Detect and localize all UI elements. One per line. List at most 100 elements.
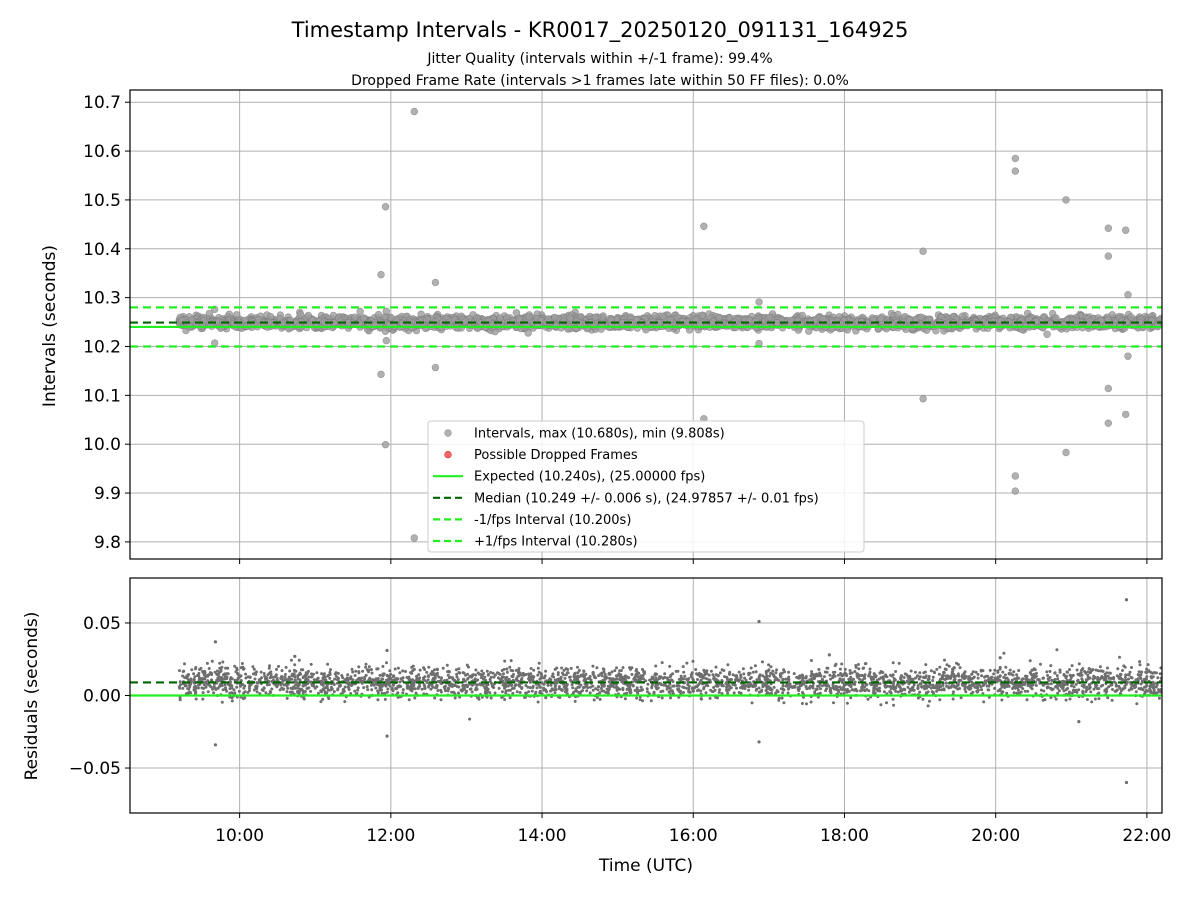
- residual-point: [660, 661, 664, 665]
- residual-point: [685, 661, 689, 665]
- residual-point: [676, 669, 680, 673]
- residual-point: [411, 678, 415, 682]
- residual-point: [513, 684, 517, 688]
- residual-point: [663, 683, 667, 687]
- residual-point: [984, 681, 988, 685]
- intervals-panel: 9.89.910.010.110.210.310.410.510.610.7In…: [83, 89, 1163, 564]
- residual-point: [248, 686, 251, 690]
- residual-point: [569, 678, 572, 682]
- residual-point: [235, 685, 239, 689]
- residual-point: [718, 688, 722, 692]
- residual-point: [1092, 687, 1096, 691]
- residual-point: [594, 687, 598, 691]
- residual-point: [1062, 673, 1066, 676]
- residual-point: [333, 677, 337, 681]
- residual-point: [860, 674, 864, 677]
- residual-point: [1101, 669, 1105, 673]
- residual-point: [1147, 669, 1151, 673]
- residual-point: [313, 686, 317, 690]
- residual-point: [731, 673, 735, 677]
- residual-point: [500, 696, 504, 699]
- residual-point: [1072, 685, 1076, 689]
- residual-point: [433, 696, 437, 700]
- interval-outlier-point: [382, 336, 390, 345]
- interval-point: [304, 311, 313, 320]
- chart-subtitle-dropped: Dropped Frame Rate (intervals >1 frames …: [351, 73, 849, 89]
- interval-outlier-point: [1043, 330, 1051, 338]
- residual-point: [320, 672, 324, 676]
- residual-point: [1017, 669, 1021, 672]
- residual-point: [1068, 697, 1072, 701]
- residual-point: [949, 674, 953, 678]
- residual-point: [1025, 674, 1029, 678]
- residual-point: [1006, 683, 1010, 687]
- y-tick-label: 9.8: [94, 533, 121, 553]
- residual-point: [218, 661, 222, 665]
- residual-point: [556, 673, 560, 677]
- residual-point: [425, 670, 429, 674]
- residual-point: [230, 691, 234, 695]
- residual-point: [917, 677, 921, 681]
- residual-point: [598, 697, 602, 701]
- residual-point: [781, 684, 785, 688]
- residual-point: [720, 668, 724, 672]
- residual-point: [921, 697, 925, 701]
- residual-point: [213, 670, 217, 674]
- residual-point: [346, 679, 350, 683]
- residual-point: [411, 687, 415, 691]
- residual-point: [963, 685, 967, 689]
- residual-point: [560, 666, 564, 670]
- residual-point: [715, 684, 719, 688]
- residual-point: [357, 665, 361, 669]
- residual-point: [503, 659, 507, 663]
- residual-point: [1012, 691, 1016, 695]
- residual-point: [1030, 668, 1034, 672]
- residual-point: [312, 684, 316, 688]
- residual-point: [190, 668, 194, 672]
- residual-point: [247, 689, 251, 693]
- interval-outlier-point: [1062, 448, 1070, 457]
- residual-point: [504, 689, 508, 693]
- residual-point: [592, 698, 596, 702]
- residual-point: [605, 687, 609, 691]
- residual-point: [1101, 683, 1105, 687]
- residual-point: [725, 675, 729, 679]
- y-tick-label: 10.3: [83, 289, 121, 309]
- residual-point: [559, 677, 563, 681]
- interval-point: [512, 309, 521, 317]
- interval-point: [1127, 313, 1135, 321]
- residual-point: [691, 689, 695, 693]
- residual-point: [595, 666, 599, 670]
- residual-point: [729, 686, 733, 690]
- residual-point: [784, 677, 788, 681]
- interval-outlier-point: [1104, 252, 1113, 260]
- residual-point: [817, 668, 821, 671]
- residual-point: [212, 682, 216, 686]
- residual-point: [938, 698, 942, 702]
- residual-point: [976, 672, 980, 676]
- residual-point: [388, 684, 392, 688]
- residual-point: [1067, 690, 1071, 694]
- residual-point: [943, 658, 946, 662]
- residual-point: [704, 691, 708, 695]
- residual-point: [1124, 673, 1128, 677]
- legend: Intervals, max (10.680s), min (9.808s)Po…: [427, 420, 865, 553]
- residual-point: [461, 671, 465, 675]
- residual-point: [210, 659, 214, 663]
- interval-outlier-point: [1104, 224, 1113, 232]
- residual-point: [914, 676, 917, 680]
- residual-point: [233, 664, 237, 668]
- residual-point: [270, 687, 274, 691]
- residual-point: [414, 691, 418, 695]
- residual-point: [364, 665, 368, 669]
- residual-point: [935, 667, 939, 671]
- residual-point: [422, 683, 426, 687]
- residual-point: [603, 672, 607, 676]
- interval-point: [461, 317, 469, 326]
- residual-point: [212, 691, 216, 695]
- residual-point: [839, 672, 843, 675]
- legend-label: +1/fps Interval (10.280s): [474, 535, 638, 550]
- y-tick-label: 10.5: [83, 191, 121, 211]
- residual-point: [828, 689, 832, 693]
- residual-point: [1156, 676, 1160, 680]
